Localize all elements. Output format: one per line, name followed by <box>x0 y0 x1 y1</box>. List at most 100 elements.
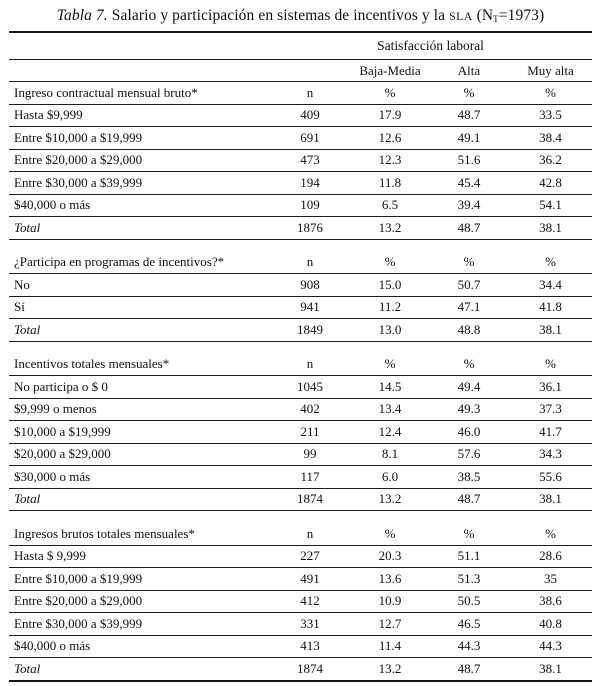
table-row: $40,000 o más 413 11.4 44.3 44.3 <box>9 635 593 658</box>
group-header-row: Satisfacción laboral <box>9 32 593 60</box>
table-number: Tabla 7. <box>56 7 108 24</box>
row-label: $40,000 o más <box>14 638 91 654</box>
col-label: % <box>384 84 396 100</box>
cell-value: 51.3 <box>457 570 481 586</box>
cell-value: 35 <box>544 570 558 586</box>
cell-value: 38.1 <box>539 321 562 337</box>
cell-value: 38.4 <box>539 129 562 145</box>
section-title: ¿Participa en programas de incentivos?* <box>14 254 225 270</box>
table-row: Sí 941 11.2 47.1 41.8 <box>9 296 593 319</box>
col-label: n <box>306 254 314 270</box>
section-spacer <box>9 239 592 252</box>
cell-value: 15.0 <box>378 276 402 292</box>
row-label: $10,000 a $19,999 <box>14 423 111 439</box>
cell-value: 691 <box>300 129 320 145</box>
section-header-row: ¿Participa en programas de incentivos?* … <box>9 252 593 274</box>
table-row: $30,000 o más 117 6.0 38.5 55.6 <box>9 466 593 488</box>
col-label: % <box>384 525 396 541</box>
cell-value: 1874 <box>297 660 323 676</box>
section-header-row: Incentivos totales mensuales* n % % % <box>9 354 593 376</box>
row-label: Entre $20,000 a $29,000 <box>14 593 143 609</box>
col-label: n <box>306 525 314 541</box>
cell-value: 109 <box>300 197 320 213</box>
total-row: Total 1874 13.2 48.7 38.1 <box>9 658 593 681</box>
cell-value: 12.7 <box>378 615 402 631</box>
cell-value: 49.4 <box>457 378 481 394</box>
table-row: Entre $10,000 a $19,999 691 12.6 49.1 38… <box>9 127 593 149</box>
col-label: % <box>463 356 475 372</box>
cell-value: 14.5 <box>378 378 402 394</box>
cell-value: 34.3 <box>539 446 562 462</box>
empty-cell <box>269 60 351 82</box>
cell-value: 47.1 <box>457 299 481 315</box>
row-label: $20,000 a $29,000 <box>14 446 111 462</box>
col-label: % <box>463 254 475 270</box>
section-title: Ingresos brutos totales mensuales* <box>14 525 195 541</box>
section-spacer <box>9 341 592 354</box>
title-text: Salario y participación en sistemas de i… <box>111 7 446 24</box>
cell-value: 12.4 <box>378 423 402 439</box>
cell-value: 412 <box>300 593 320 609</box>
table-title: Tabla 7. Salario y participación en sist… <box>0 0 601 31</box>
cell-value: 1849 <box>297 321 323 337</box>
cell-value: 211 <box>300 423 320 439</box>
cell-value: 48.7 <box>457 660 481 676</box>
cell-value: 48.7 <box>457 219 481 235</box>
section-header-row: Ingresos brutos totales mensuales* n % %… <box>9 523 593 545</box>
cell-value: 331 <box>300 615 320 631</box>
empty-cell <box>9 32 269 60</box>
cell-value: 51.6 <box>457 152 481 168</box>
col-label: n <box>306 84 314 100</box>
cell-value: 49.3 <box>457 401 481 417</box>
cell-value: 402 <box>300 401 320 417</box>
table-row: Entre $10,000 a $19,999 491 13.6 51.3 35 <box>9 568 593 590</box>
cell-value: 33.5 <box>539 107 562 123</box>
cell-value: 11.2 <box>378 299 402 315</box>
col-label: % <box>463 84 475 100</box>
cell-value: 12.3 <box>378 152 402 168</box>
cell-value: 34.4 <box>539 276 562 292</box>
col-label: % <box>545 525 556 541</box>
cell-value: 42.8 <box>539 174 562 190</box>
title-sample-size: (NT=1973) <box>476 7 545 24</box>
group-header: Satisfacción laboral <box>377 38 484 53</box>
cell-value: 908 <box>300 276 320 292</box>
col-label: Baja-Media <box>359 62 421 78</box>
table-row: No 908 15.0 50.7 34.4 <box>9 274 593 296</box>
col-label: n <box>306 356 314 372</box>
col-label: % <box>384 356 396 372</box>
row-label: Hasta $ 9,999 <box>14 548 86 564</box>
cell-value: 37.3 <box>539 401 562 417</box>
empty-cell <box>9 60 269 82</box>
row-label: Entre $10,000 a $19,999 <box>14 570 143 586</box>
table-row: Hasta $9,999 409 17.9 48.7 33.5 <box>9 104 593 127</box>
total-row: Total 1849 13.0 48.8 38.1 <box>9 319 593 341</box>
table-row: No participa o $ 0 1045 14.5 49.4 36.1 <box>9 376 593 398</box>
cell-value: 409 <box>300 107 320 123</box>
cell-value: 45.4 <box>457 174 481 190</box>
table-row: $10,000 a $19,999 211 12.4 46.0 41.7 <box>9 421 593 443</box>
cell-value: 40.8 <box>539 615 562 631</box>
cell-value: 6.0 <box>381 468 399 484</box>
cell-value: 46.0 <box>457 423 481 439</box>
cell-value: 39.4 <box>457 197 481 213</box>
row-label: Entre $30,000 a $39,999 <box>14 615 143 631</box>
title-sla-smallcaps: SLA <box>449 9 473 23</box>
section-title: Incentivos totales mensuales* <box>14 356 170 372</box>
table-row: Entre $30,000 a $39,999 194 11.8 45.4 42… <box>9 172 593 194</box>
col-label: % <box>545 356 556 372</box>
cell-value: 8.1 <box>381 446 399 462</box>
cell-value: 12.6 <box>378 129 402 145</box>
row-label: $9,999 o menos <box>14 401 97 417</box>
row-label: No <box>14 276 30 292</box>
cell-value: 38.1 <box>539 660 562 676</box>
cell-value: 51.1 <box>457 548 481 564</box>
row-label: Total <box>14 219 41 235</box>
section-title: Ingreso contractual mensual bruto* <box>14 84 198 100</box>
cell-value: 38.1 <box>539 219 562 235</box>
cell-value: 13.0 <box>378 321 402 337</box>
cell-value: 20.3 <box>378 548 402 564</box>
table-row: Entre $20,000 a $29,000 412 10.9 50.5 38… <box>9 590 593 613</box>
section-header-row: Ingreso contractual mensual bruto* n % %… <box>9 82 593 104</box>
cell-value: 491 <box>300 570 320 586</box>
